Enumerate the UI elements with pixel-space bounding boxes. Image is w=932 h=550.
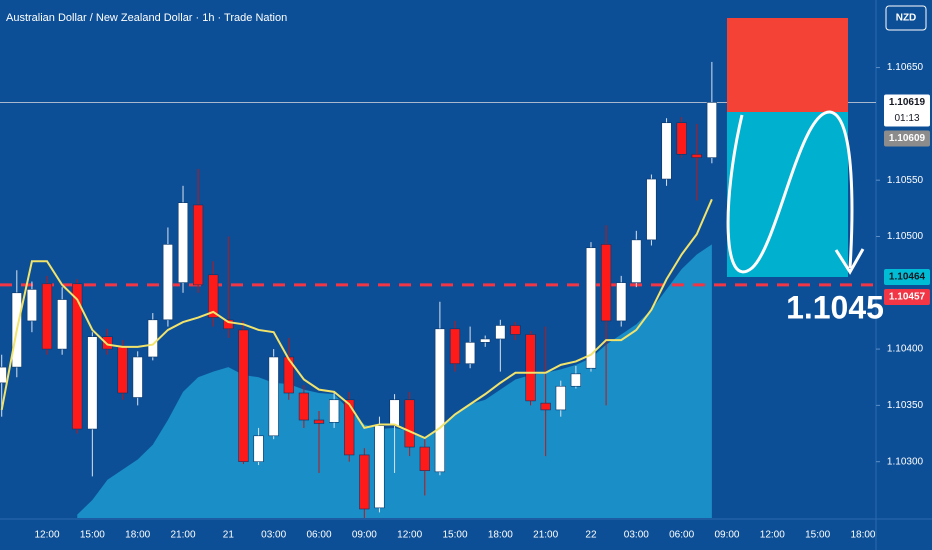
candle-body (0, 366, 7, 384)
x-tick-label: 15:00 (805, 530, 830, 541)
candle-body (329, 399, 340, 423)
x-tick-label: 09:00 (352, 530, 377, 541)
candle-body (193, 204, 204, 286)
candle-body (570, 373, 581, 387)
candle-body (41, 283, 53, 350)
y-tick-label: 1.10300 (887, 456, 924, 467)
candle-body (540, 402, 551, 411)
x-tick-label: 12:00 (397, 530, 422, 541)
candle-body (495, 325, 506, 340)
x-tick-label: 12:00 (35, 530, 60, 541)
candle-body (616, 282, 627, 322)
candle-body (374, 425, 385, 509)
candle-body (389, 399, 400, 426)
candle-body (525, 334, 536, 402)
candle-body (298, 392, 310, 421)
stop-zone (727, 18, 848, 112)
candle-body (434, 328, 445, 473)
candle-body (117, 346, 128, 394)
price-tag-label: 1.10464 (889, 272, 926, 283)
x-tick-label: 21:00 (533, 530, 558, 541)
candle-body (162, 244, 174, 321)
candle-body (57, 299, 68, 350)
x-tick-label: 03:00 (261, 530, 286, 541)
annotation: 1.1045 (786, 289, 884, 325)
forecast-arrow (726, 110, 854, 274)
currency-label: NZD (896, 13, 917, 24)
x-tick-label: 15:00 (80, 530, 105, 541)
price-tag-label: 1.10619 (889, 97, 926, 108)
candle-body (253, 435, 264, 462)
y-tick-label: 1.10650 (887, 62, 924, 73)
x-tick-label: 18:00 (488, 530, 513, 541)
candle-body (344, 399, 355, 456)
price-tag (884, 269, 930, 286)
x-tick-label: 09:00 (714, 530, 739, 541)
y-tick-label: 1.10550 (887, 175, 924, 186)
x-tick-label: 22 (585, 530, 597, 541)
x-tick-label: 12:00 (760, 530, 785, 541)
price-tag (884, 94, 930, 127)
candle-body (283, 356, 294, 394)
moving-average (0, 198, 713, 440)
candle-body (359, 454, 370, 510)
candle-body (177, 202, 189, 283)
x-tick-label: 15:00 (442, 530, 467, 541)
x-tick-label: 06:00 (306, 530, 331, 541)
arrow-head (834, 248, 865, 275)
x-tick-label: 18:00 (850, 530, 875, 541)
candle-body (631, 239, 642, 283)
candle-body (600, 244, 612, 322)
candle-body (268, 356, 279, 437)
target-zone (727, 112, 848, 277)
y-tick-label: 1.10350 (887, 400, 924, 411)
candle-body (404, 399, 415, 448)
currency-box[interactable] (885, 5, 927, 31)
chart-title: Australian Dollar / New Zealand Dollar ·… (6, 12, 287, 24)
candle-body (87, 336, 98, 430)
price-tag (884, 130, 930, 147)
x-tick-label: 03:00 (624, 530, 649, 541)
candle-body (706, 102, 717, 158)
candle-body (238, 329, 249, 462)
candle-body (102, 336, 113, 350)
plot-area (0, 61, 876, 518)
x-tick-label: 06:00 (669, 530, 694, 541)
candle-body (208, 274, 219, 318)
candle-body (661, 122, 672, 180)
candle-body (691, 153, 702, 158)
x-tick-label: 18:00 (125, 530, 150, 541)
candle-body (313, 419, 325, 424)
y-tick-label: 1.10400 (887, 344, 924, 355)
candle-body (132, 356, 143, 398)
candle-body (223, 319, 234, 330)
candle-body (510, 325, 521, 335)
x-tick-label: 21:00 (171, 530, 196, 541)
candle-body (72, 283, 83, 430)
candle-body (449, 328, 461, 365)
candle-body (676, 122, 687, 155)
axes: 1.10650 1.10550 1.10500 1.10400 1.10350 1.103… (35, 62, 930, 541)
candle-body (480, 338, 491, 343)
countdown-label: 01:13 (894, 113, 919, 124)
price-tag (884, 289, 930, 306)
position-tool (726, 18, 865, 277)
x-tick-label: 21 (223, 530, 235, 541)
candle-body (585, 247, 597, 369)
candle-body (465, 342, 476, 365)
candle-body (555, 385, 566, 411)
candle-body (419, 446, 430, 472)
price-tag-label: 1.10609 (889, 133, 926, 144)
y-tick-label: 1.10500 (887, 231, 924, 242)
candle-body (147, 319, 158, 358)
area (77, 244, 712, 518)
price-tag-label: 1.10457 (889, 292, 926, 303)
candle-body (26, 289, 38, 322)
candle-body (646, 178, 657, 241)
